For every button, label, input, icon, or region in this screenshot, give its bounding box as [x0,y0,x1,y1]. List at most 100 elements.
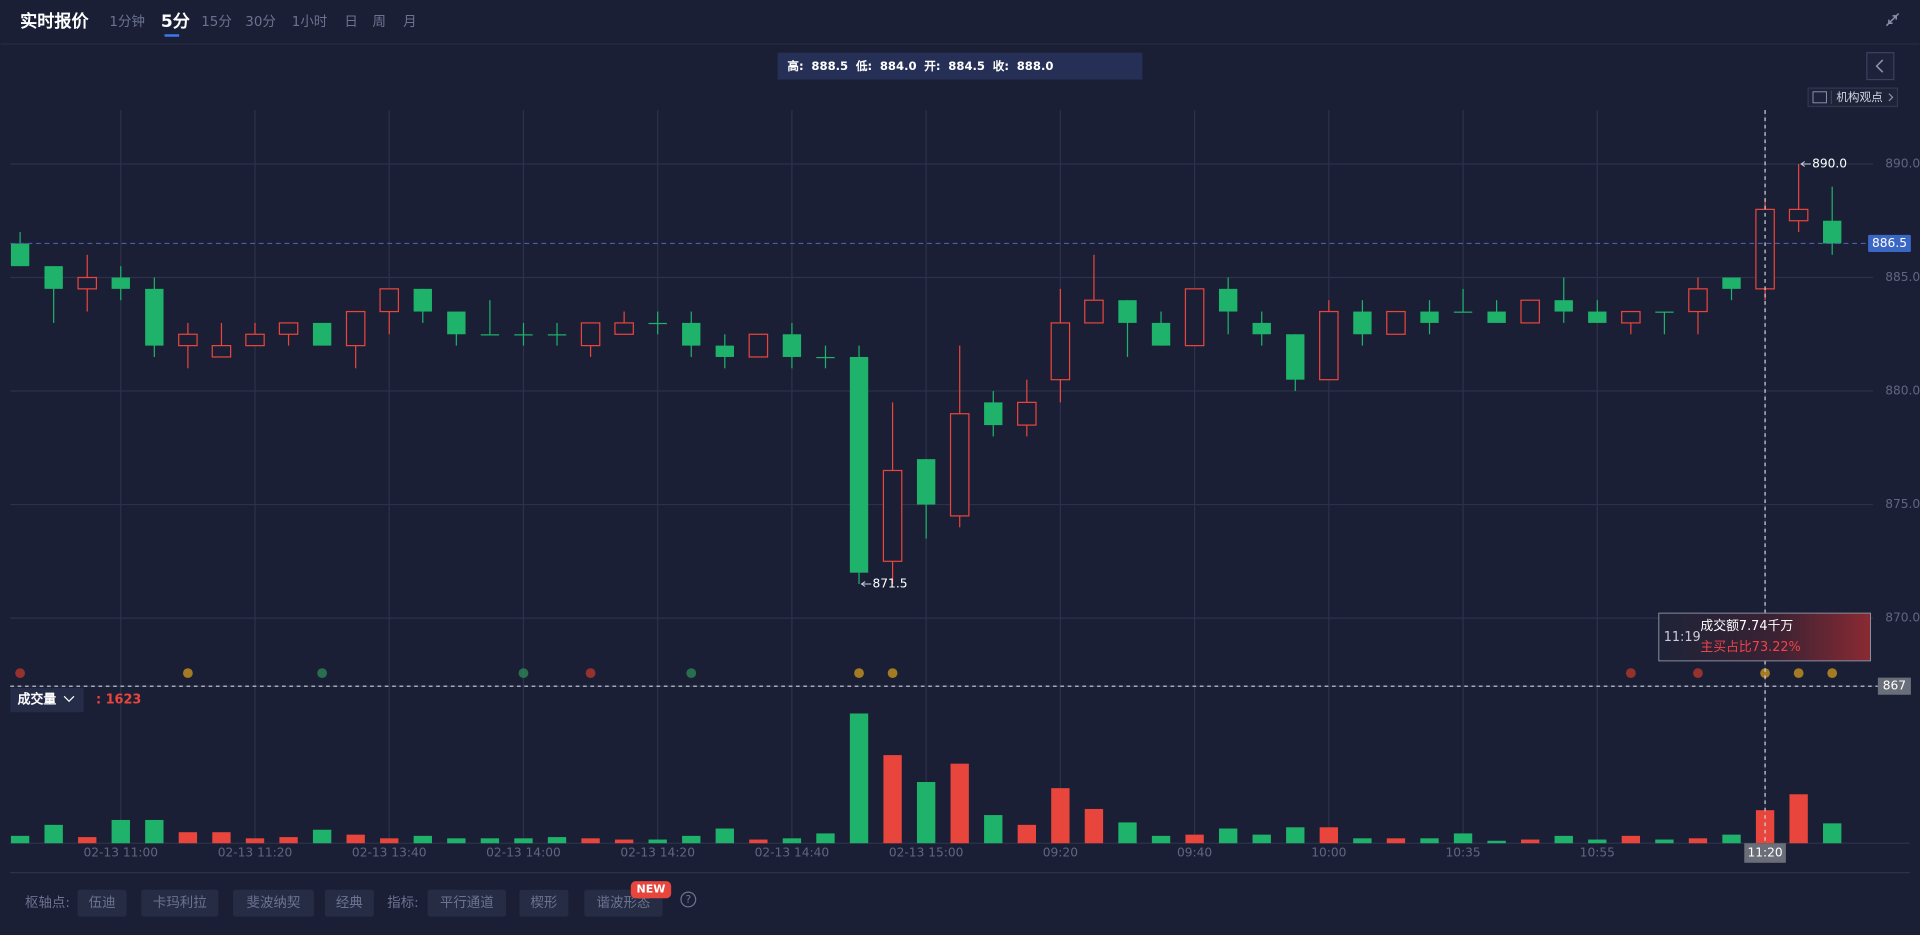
y-tick-label: 890.0 [1885,156,1920,170]
indicator-button[interactable]: 平行通道 [427,889,506,917]
interval-tab[interactable]: 月 [403,15,416,30]
volume-bar [1621,835,1641,844]
indicator-button-box [519,889,569,917]
pivot-button[interactable]: 卡玛利拉 [141,889,219,917]
candle-body [111,277,130,289]
indicator-button-label: 谐波形态 [597,895,651,911]
ohlc-close-label: 收: [993,59,1009,73]
volume-bar [514,838,533,844]
volume-bar [1286,827,1305,844]
institution-view[interactable]: 机构观点 [1807,87,1899,108]
tooltip-ratio: 主买占比73.22% [1700,640,1800,655]
pivot-button[interactable]: 伍迪 [77,889,127,917]
volume-bar [1655,839,1674,844]
candle-body [345,310,366,347]
tooltip: 11:19 成交额7.74千万 主买占比73.22% [1658,612,1872,662]
event-marker [1793,668,1804,678]
pivot-button-label: 伍迪 [89,895,116,911]
volume-bar [883,755,902,844]
volume-bar [1688,838,1708,844]
volume-bar [1185,834,1204,844]
side-toggle-box [1866,52,1895,81]
candle-body [1554,300,1573,312]
volume-selector[interactable]: 成交量 [10,687,84,713]
interval-tab[interactable]: 5分 [161,12,190,37]
candle-body [614,322,634,335]
candle-body [1520,299,1540,324]
x-tick-label: 02-13 14:00 [486,846,561,860]
candle-body [312,322,332,346]
plot-area: 870.0 875.0 880.0 885.0 890.0 02-13 11:00 02-1… [10,110,1920,863]
candle-body [1588,311,1607,323]
candle-body [211,345,232,358]
event-marker [1625,668,1636,678]
volume-bar [1487,840,1506,844]
candle-body [480,334,500,336]
interval-tab[interactable]: 1分钟 [109,13,144,30]
institution-view-box [1807,87,1899,108]
candle-body [10,243,30,267]
interval-tab[interactable]: 周 [373,15,386,30]
institution-view-chevron [1888,93,1894,102]
volume-bar [1823,823,1842,844]
crosshair-price-box [1877,677,1911,695]
candle-body [413,288,432,312]
event-marker [887,668,898,678]
volume-bar [950,763,969,844]
candle-body [984,402,1003,426]
candle-body [547,334,567,336]
interval-tab[interactable]: 15分 [201,14,232,30]
pivot-button[interactable]: 斐波纳契 [233,889,314,917]
tooltip-time: 11:19 [1664,630,1701,645]
candle-body [1353,311,1372,335]
volume-bar [816,833,835,844]
help-button[interactable]: ? [680,891,697,908]
candle-body [580,322,601,347]
volume-bar [715,828,734,844]
event-marker [686,668,697,678]
volume-bar [245,838,265,844]
indicator-label: 指标: [387,895,418,911]
crosshair-price-label: 867 [1883,679,1906,693]
pivot-button-label: 斐波纳契 [247,895,301,911]
collapse-icon[interactable] [1885,12,1900,27]
interval-tab[interactable]: 30分 [245,14,276,30]
interval-tab-label: 5分 [161,12,190,32]
interval-tab[interactable]: 1小时 [292,14,327,30]
ohlc-open-label: 开: [924,59,940,73]
last-price-box [1868,234,1911,253]
x-tick-label: 02-13 15:00 [889,846,964,860]
candle-body [782,334,802,357]
page-title: 实时报价 [20,11,89,32]
indicator-button[interactable]: 楔形 [519,889,569,917]
candle-body [1386,310,1406,335]
volume-bar [312,829,332,844]
volume-current: : 1623 [96,693,141,708]
extreme-label: 890.0 [1812,156,1847,170]
x-tick-label: 02-13 14:40 [755,846,830,860]
volume-bar [1755,810,1775,844]
candle-body [1050,322,1071,381]
y-tick-label: 870.0 [1885,611,1920,625]
candle-body [1688,288,1708,313]
crosshair-time-label: 11:20 [1747,846,1782,860]
extreme-label: 871.5 [872,577,907,591]
x-tick-label: 10:35 [1445,846,1480,860]
interval-tab-label: 周 [373,15,386,30]
volume-bar [682,835,701,844]
side-panel-toggle[interactable] [1866,52,1895,81]
volume-bar [1084,808,1104,844]
volume-bar [1252,834,1271,844]
volume-selector-box [10,687,84,713]
tooltip-amount: 成交额7.74千万 [1700,618,1793,634]
interval-tab-label: 日 [344,15,357,30]
volume-bar [1420,838,1439,844]
volume-bar [581,838,600,844]
candle-body [278,322,299,335]
volume-bar [44,824,63,844]
pivot-button[interactable]: 经典 [324,889,374,917]
candle-body [44,266,63,289]
interval-tab[interactable]: 日 [344,15,357,30]
y-tick-label: 885.0 [1885,270,1920,284]
candle-body [849,356,869,573]
